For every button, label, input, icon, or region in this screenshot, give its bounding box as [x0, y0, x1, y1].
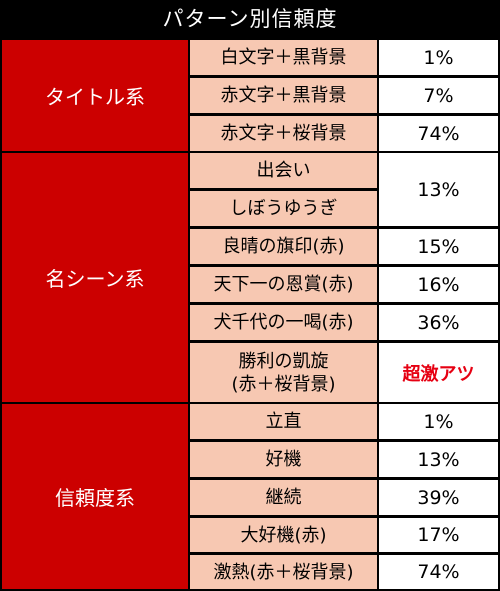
pattern-name: 出会い [190, 153, 377, 188]
pattern-name: しぼうゆうぎ [190, 191, 377, 226]
pattern-name: 犬千代の一喝(赤) [190, 305, 377, 340]
pattern-name: 激熱(赤＋桜背景) [190, 555, 377, 589]
pattern-value: 74% [379, 116, 498, 151]
pattern-name: 赤文字＋黒背景 [190, 78, 377, 113]
category-reliability-series: 信頼度系 [2, 404, 188, 589]
pattern-name: 白文字＋黒背景 [190, 40, 377, 75]
pattern-name: 継続 [190, 480, 377, 515]
pattern-value: 16% [379, 267, 498, 302]
pattern-name: 立直 [190, 404, 377, 439]
pattern-value: 13% [379, 442, 498, 477]
pattern-value: 17% [379, 518, 498, 552]
category-famous-scene-series: 名シーン系 [2, 153, 188, 402]
pattern-value: 7% [379, 78, 498, 113]
pattern-value: 36% [379, 305, 498, 340]
pattern-name: 勝利の凱旋 (赤＋桜背景) [190, 343, 377, 402]
pattern-value: 39% [379, 480, 498, 515]
pattern-name: 良晴の旗印(赤) [190, 229, 377, 264]
pattern-name: 天下一の恩賞(赤) [190, 267, 377, 302]
pattern-name: 好機 [190, 442, 377, 477]
pattern-value: 1% [379, 40, 498, 75]
pattern-name: 大好機(赤) [190, 518, 377, 552]
category-title-series: タイトル系 [2, 40, 188, 151]
pattern-value: 15% [379, 229, 498, 264]
pattern-value: 74% [379, 555, 498, 589]
table-title: パターン別信頼度 [162, 7, 338, 31]
pattern-value-highlight: 超激アツ [379, 343, 498, 402]
pattern-value: 1% [379, 404, 498, 439]
pattern-name: 赤文字＋桜背景 [190, 116, 377, 151]
pattern-value: 13% [379, 153, 498, 226]
